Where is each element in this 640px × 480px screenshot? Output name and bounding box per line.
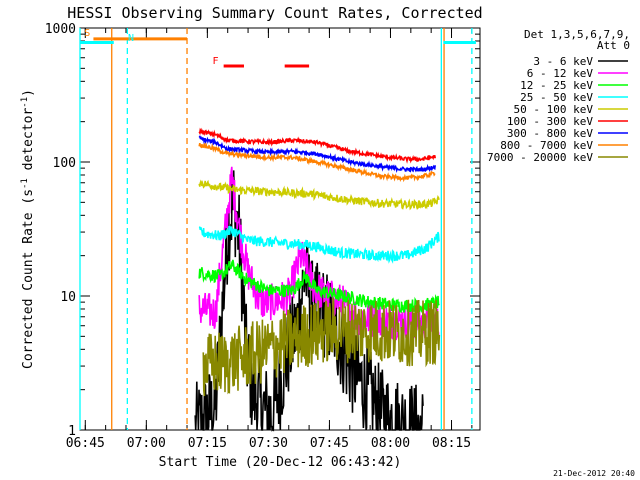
x-tick-label: 06:45 bbox=[66, 436, 105, 451]
legend-entry-label: 50 - 100 keV bbox=[514, 103, 594, 116]
x-tick-label: 07:45 bbox=[310, 436, 349, 451]
y-axis-label-part: detector bbox=[21, 108, 36, 179]
y-tick-label: 10 bbox=[60, 290, 76, 305]
legend-header: Det 1,3,5,6,7,9, bbox=[524, 28, 630, 41]
y-tick-label: 1000 bbox=[45, 22, 76, 37]
legend-entry-label: 800 - 7000 keV bbox=[500, 139, 593, 152]
x-tick-label: 07:00 bbox=[127, 436, 166, 451]
legend-entry-label: 100 - 300 keV bbox=[507, 115, 593, 128]
y-tick-label: 1 bbox=[68, 424, 76, 439]
series-line-4 bbox=[198, 179, 440, 211]
series-line-3 bbox=[198, 225, 440, 264]
x-tick-label: 08:15 bbox=[432, 436, 471, 451]
x-axis-label: Start Time (20-Dec-12 06:43:42) bbox=[159, 455, 402, 470]
chart-title: HESSI Observing Summary Count Rates, Cor… bbox=[67, 4, 482, 22]
y-tick-label: 100 bbox=[53, 156, 76, 171]
series-line-7 bbox=[198, 142, 436, 183]
flag-label: N bbox=[128, 33, 134, 44]
legend-entry-label: 7000 - 20000 keV bbox=[487, 151, 593, 164]
x-tick-label: 07:15 bbox=[188, 436, 227, 451]
y-axis-label-part: -1 bbox=[20, 178, 30, 189]
y-axis-label-part: Corrected Count Rate (s bbox=[21, 189, 36, 369]
y-axis-label-text: Corrected Count Rate (s-1 detector-1) bbox=[20, 89, 36, 369]
legend-entry-label: 6 - 12 keV bbox=[527, 67, 594, 80]
y-axis-label-part: ) bbox=[21, 89, 36, 97]
series-line-8 bbox=[202, 297, 441, 397]
legend-header: Att 0 bbox=[597, 39, 630, 52]
legend-entry-label: 12 - 25 keV bbox=[520, 79, 593, 92]
legend-entry-label: 3 - 6 keV bbox=[533, 55, 593, 68]
legend-entry-label: 25 - 50 keV bbox=[520, 91, 593, 104]
series-line-6 bbox=[198, 135, 436, 173]
y-axis-label-part: -1 bbox=[20, 97, 30, 108]
footer-stamp: 21-Dec-2012 20:40 bbox=[553, 469, 635, 478]
series-line-5 bbox=[198, 127, 436, 164]
legend-entry-label: 300 - 800 keV bbox=[507, 127, 593, 140]
flag-label: F bbox=[212, 56, 218, 67]
x-tick-label: 08:00 bbox=[371, 436, 410, 451]
x-tick-label: 07:30 bbox=[249, 436, 288, 451]
plot-area: 1 10 100 1000 06:45 07:00 07:15 07:30 07:45 08:00… bbox=[45, 22, 481, 451]
flag-label: S bbox=[84, 28, 90, 39]
y-axis-label: Corrected Count Rate (s-1 detector-1) bbox=[20, 89, 36, 369]
series-line-2 bbox=[198, 259, 440, 314]
